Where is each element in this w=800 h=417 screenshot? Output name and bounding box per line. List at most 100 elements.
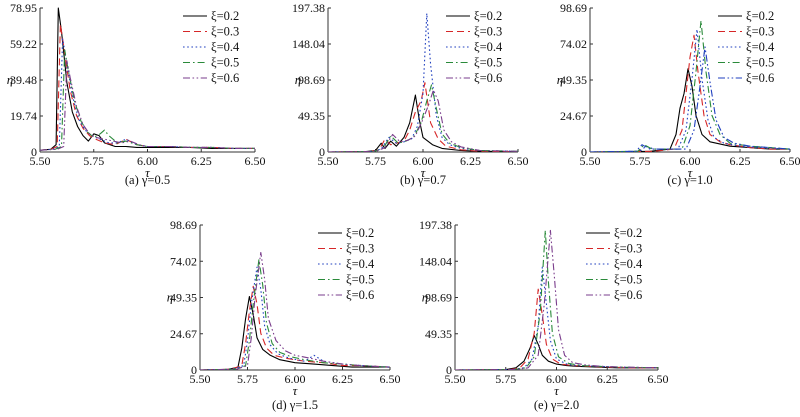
- x-tick-label: 6.50: [648, 372, 669, 386]
- x-tick-label: 5.50: [190, 372, 211, 386]
- legend-label: ξ=0.4: [614, 257, 643, 271]
- x-tick-label: 5.75: [237, 372, 258, 386]
- legend-label: ξ=0.3: [746, 25, 774, 39]
- series-group: [455, 229, 658, 370]
- y-tick-label: 197.38: [292, 1, 325, 15]
- y-tick-label: 0: [581, 145, 587, 159]
- x-axis-label: τ: [293, 383, 299, 398]
- legend-label: ξ=0.5: [211, 56, 239, 70]
- series-line-5: [455, 229, 658, 370]
- y-tick-label: 0: [446, 363, 452, 377]
- y-tick-label: 49.35: [298, 109, 325, 123]
- legend-label: ξ=0.6: [614, 288, 642, 302]
- series-line-1: [590, 68, 790, 152]
- series-line-3: [328, 12, 518, 152]
- y-tick-label: 148.04: [419, 254, 452, 268]
- y-tick-label: 39.48: [10, 73, 37, 87]
- legend-label: ξ=0.2: [211, 9, 239, 23]
- legend-label: ξ=0.6: [746, 71, 774, 85]
- x-tick-label: 6.25: [191, 154, 212, 168]
- legend-label: ξ=0.2: [746, 9, 774, 23]
- panel-caption: (c) γ=1.0: [667, 173, 712, 187]
- x-tick-label: 5.75: [83, 154, 104, 168]
- series-line-4: [328, 84, 518, 152]
- chart-panel-1: 5.50 5.75 6.00 6.25 6.50 0 19.74 39.48 59.22 78.9…: [7, 1, 266, 187]
- series-group: [40, 7, 255, 151]
- y-tick-label: 0: [31, 145, 37, 159]
- legend-label: ξ=0.6: [211, 71, 239, 85]
- y-tick-label: 49.35: [170, 291, 197, 305]
- series-line-2: [328, 82, 518, 152]
- legend-label: ξ=0.3: [614, 242, 642, 256]
- y-tick-label: 148.04: [292, 37, 325, 51]
- x-tick-label: 6.25: [730, 154, 751, 168]
- x-axis-label: τ: [145, 165, 151, 180]
- legend-label: ξ=0.2: [346, 226, 374, 240]
- series-line-1: [328, 94, 518, 152]
- x-tick-label: 6.50: [245, 154, 266, 168]
- y-tick-label: 59.22: [10, 37, 37, 51]
- y-tick-label: 98.69: [170, 218, 197, 232]
- series-group: [590, 20, 790, 152]
- panel-caption: (e) γ=2.0: [534, 398, 579, 412]
- x-tick-label: 6.00: [680, 154, 701, 168]
- x-tick-label: 5.75: [630, 154, 651, 168]
- y-axis-label: η: [295, 72, 301, 87]
- legend-label: ξ=0.3: [474, 25, 502, 39]
- y-tick-label: 0: [191, 363, 197, 377]
- x-tick-label: 6.50: [380, 372, 401, 386]
- x-axis-label: τ: [688, 165, 694, 180]
- x-axis-label: τ: [554, 383, 560, 398]
- y-tick-label: 98.69: [560, 1, 587, 15]
- chart-panel-2: 5.50 5.75 6.00 6.25 6.50 0 49.35 98.69 148.04 197…: [292, 1, 529, 187]
- y-axis-label: η: [422, 290, 428, 305]
- series-line-2: [200, 285, 390, 370]
- x-tick-label: 6.00: [285, 372, 306, 386]
- y-tick-label: 74.02: [170, 254, 197, 268]
- y-tick-label: 74.02: [560, 37, 587, 51]
- y-tick-label: 49.35: [560, 73, 587, 87]
- legend-label: ξ=0.5: [746, 56, 774, 70]
- x-tick-label: 5.50: [30, 154, 51, 168]
- y-axis-label: η: [7, 72, 13, 87]
- series-line-3: [40, 38, 255, 151]
- series-line-4: [455, 229, 658, 370]
- legend-label: ξ=0.2: [614, 226, 642, 240]
- series-line-1: [455, 334, 658, 370]
- x-tick-label: 5.75: [365, 154, 386, 168]
- y-tick-label: 78.95: [10, 1, 37, 15]
- legend-label: ξ=0.5: [614, 273, 642, 287]
- x-axis-label: τ: [421, 165, 427, 180]
- series-line-1: [200, 295, 390, 370]
- series-line-5: [328, 89, 518, 152]
- series-line-5: [590, 46, 790, 152]
- panel-caption: (d) γ=1.5: [272, 398, 318, 412]
- panel-caption: (b) γ=0.7: [400, 173, 446, 187]
- series-line-5: [40, 60, 255, 151]
- legend-label: ξ=0.3: [211, 25, 239, 39]
- y-axis-label: η: [167, 290, 173, 305]
- y-tick-label: 24.67: [170, 327, 197, 341]
- panel-caption: (a) γ=0.5: [125, 173, 170, 187]
- chart-panel-4: 5.50 5.75 6.00 6.25 6.50 0 24.67 49.35 74.02 98.6…: [167, 218, 401, 412]
- y-tick-label: 24.67: [560, 109, 587, 123]
- x-tick-label: 6.25: [332, 372, 353, 386]
- x-tick-label: 6.00: [413, 154, 434, 168]
- x-tick-label: 6.50: [508, 154, 529, 168]
- x-tick-label: 5.50: [580, 154, 601, 168]
- y-tick-label: 98.69: [298, 73, 325, 87]
- y-tick-label: 98.69: [425, 291, 452, 305]
- chart-panel-3: 5.50 5.75 6.00 6.25 6.50 0 24.67 49.35 74.02 98.6…: [557, 1, 800, 187]
- series-group: [328, 12, 518, 152]
- x-tick-label: 6.25: [460, 154, 481, 168]
- x-tick-label: 6.00: [546, 372, 567, 386]
- y-tick-label: 0: [319, 145, 325, 159]
- chart-panel-5: 5.50 5.75 6.00 6.25 6.50 0 49.35 98.69 148.04 197…: [419, 218, 669, 412]
- legend-label: ξ=0.2: [474, 9, 502, 23]
- legend-label: ξ=0.6: [474, 71, 502, 85]
- legend-label: ξ=0.4: [211, 40, 240, 54]
- series-line-4: [200, 259, 390, 370]
- legend-label: ξ=0.6: [346, 288, 374, 302]
- x-tick-label: 6.00: [137, 154, 158, 168]
